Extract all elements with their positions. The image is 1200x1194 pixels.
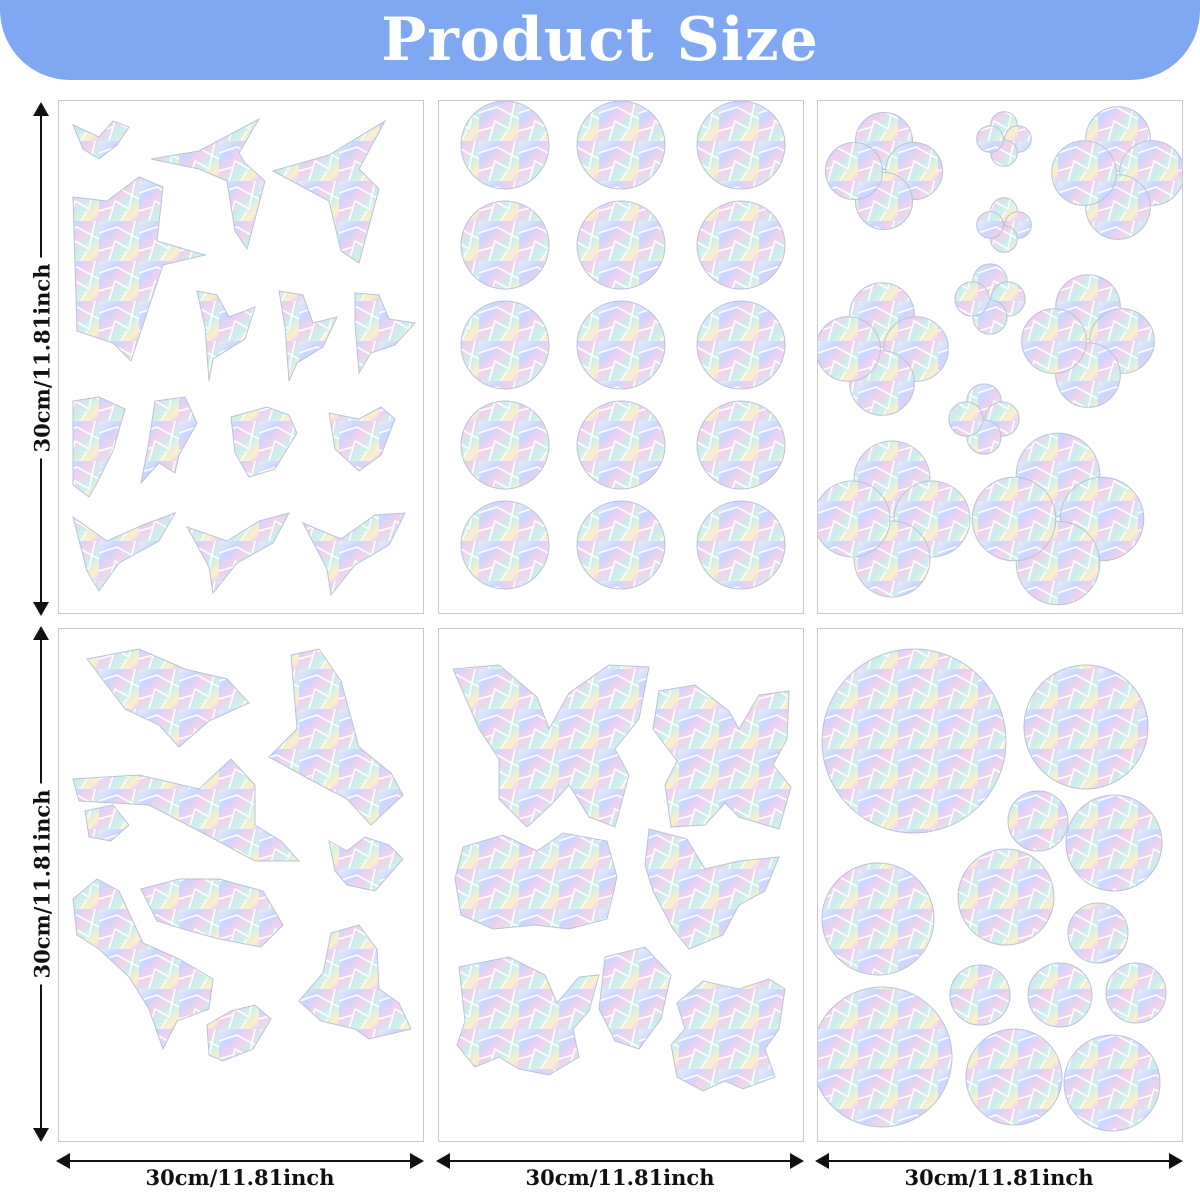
- butterfly-stickers-illustration: [452, 664, 792, 1092]
- clover-leaf: [818, 316, 881, 382]
- clover-leaf: [1021, 308, 1087, 374]
- round-sticker: [1067, 902, 1129, 964]
- clover-leaf: [954, 281, 990, 317]
- width-dimension-arrow-2: [436, 1153, 804, 1169]
- circle-sticker: [696, 200, 786, 290]
- sticker-sheet-clovers: [817, 100, 1183, 614]
- page-title: Product Size: [381, 5, 819, 75]
- round-sticker: [1023, 664, 1149, 790]
- clover-leaf: [818, 480, 891, 558]
- bird-stickers-illustration: [72, 117, 416, 597]
- round-sticker: [957, 848, 1055, 946]
- clover-leaf: [976, 125, 1004, 153]
- round-sticker: [821, 648, 1007, 834]
- circle-sticker: [696, 500, 786, 590]
- circle-stickers-illustration: [460, 101, 786, 590]
- round-sticker: [1065, 794, 1163, 892]
- round-sticker: [1105, 962, 1167, 1024]
- sticker-sheet-doves: [58, 628, 424, 1142]
- width-label-2: 30cm/11.81inch: [438, 1162, 802, 1192]
- circle-sticker: [576, 101, 666, 190]
- round-sticker: [818, 986, 953, 1128]
- circle-sticker: [460, 101, 550, 190]
- dove-stickers-illustration: [72, 648, 412, 1062]
- circle-sticker: [576, 400, 666, 490]
- width-dimension-arrow-3: [815, 1153, 1183, 1169]
- round-sticker: [949, 964, 1011, 1026]
- sticker-sheet-circles: [438, 100, 804, 614]
- round-sticker: [1007, 790, 1069, 852]
- width-label-1: 30cm/11.81inch: [58, 1162, 422, 1192]
- mixed-circle-stickers-illustration: [818, 648, 1167, 1132]
- round-sticker: [821, 862, 935, 976]
- sticker-sheet-birds: [58, 100, 424, 614]
- clover-stickers-illustration: [818, 106, 1182, 606]
- circle-sticker: [696, 101, 786, 190]
- width-label-3: 30cm/11.81inch: [817, 1162, 1181, 1192]
- width-dimension-arrow-1: [56, 1153, 424, 1169]
- circle-sticker: [460, 500, 550, 590]
- clover-leaf: [948, 401, 984, 437]
- header-banner: Product Size: [0, 0, 1200, 80]
- sticker-sheet-mixed-circles: [817, 628, 1183, 1142]
- circle-sticker: [576, 200, 666, 290]
- clover-leaf: [1051, 140, 1117, 206]
- circle-sticker: [696, 300, 786, 390]
- round-sticker: [965, 1028, 1063, 1126]
- clover-leaf: [825, 142, 883, 200]
- clover-leaf: [971, 476, 1057, 562]
- circle-sticker: [460, 200, 550, 290]
- sticker-sheet-butterflies: [438, 628, 804, 1142]
- round-sticker: [1027, 962, 1093, 1028]
- circle-sticker: [460, 400, 550, 490]
- circle-sticker: [576, 300, 666, 390]
- clover-leaf: [976, 211, 1004, 239]
- circle-sticker: [576, 500, 666, 590]
- circle-sticker: [460, 300, 550, 390]
- round-sticker: [1063, 1034, 1161, 1132]
- circle-sticker: [696, 400, 786, 490]
